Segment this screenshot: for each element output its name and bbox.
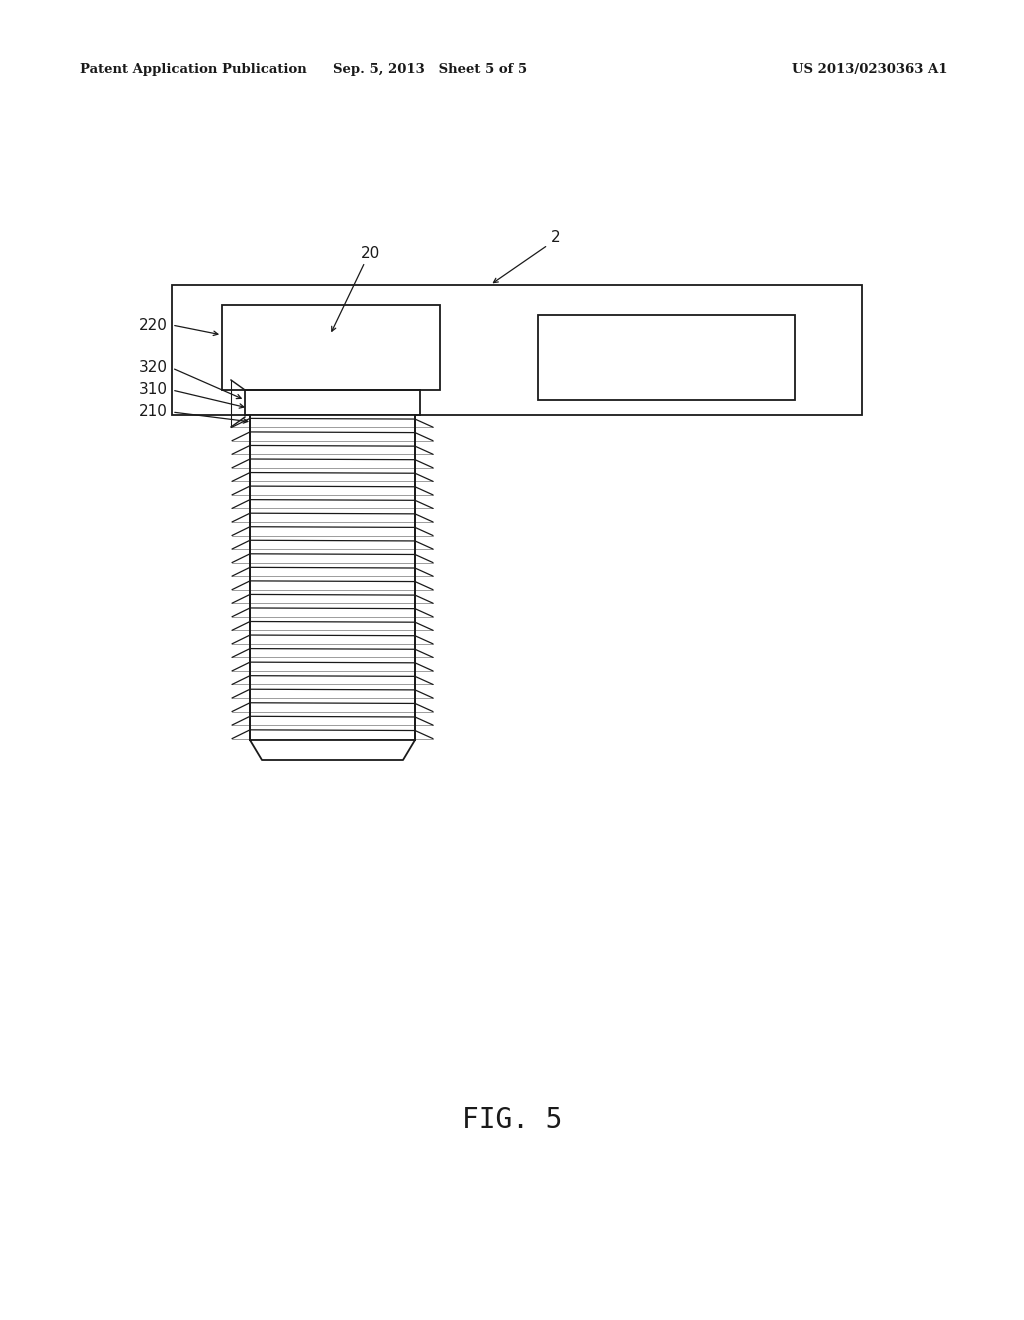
Text: US 2013/0230363 A1: US 2013/0230363 A1	[793, 63, 948, 77]
Text: 310: 310	[139, 383, 168, 397]
Bar	[172, 285, 862, 414]
Bar	[222, 305, 440, 389]
Text: 220: 220	[139, 318, 168, 333]
Text: 20: 20	[360, 246, 380, 260]
Text: FIG. 5: FIG. 5	[462, 1106, 562, 1134]
Bar	[250, 414, 415, 741]
Bar	[538, 315, 795, 400]
Text: Sep. 5, 2013   Sheet 5 of 5: Sep. 5, 2013 Sheet 5 of 5	[333, 63, 527, 77]
Text: 320: 320	[139, 360, 168, 375]
Text: 210: 210	[139, 404, 168, 420]
Text: Patent Application Publication: Patent Application Publication	[80, 63, 307, 77]
Text: 2: 2	[551, 230, 561, 244]
